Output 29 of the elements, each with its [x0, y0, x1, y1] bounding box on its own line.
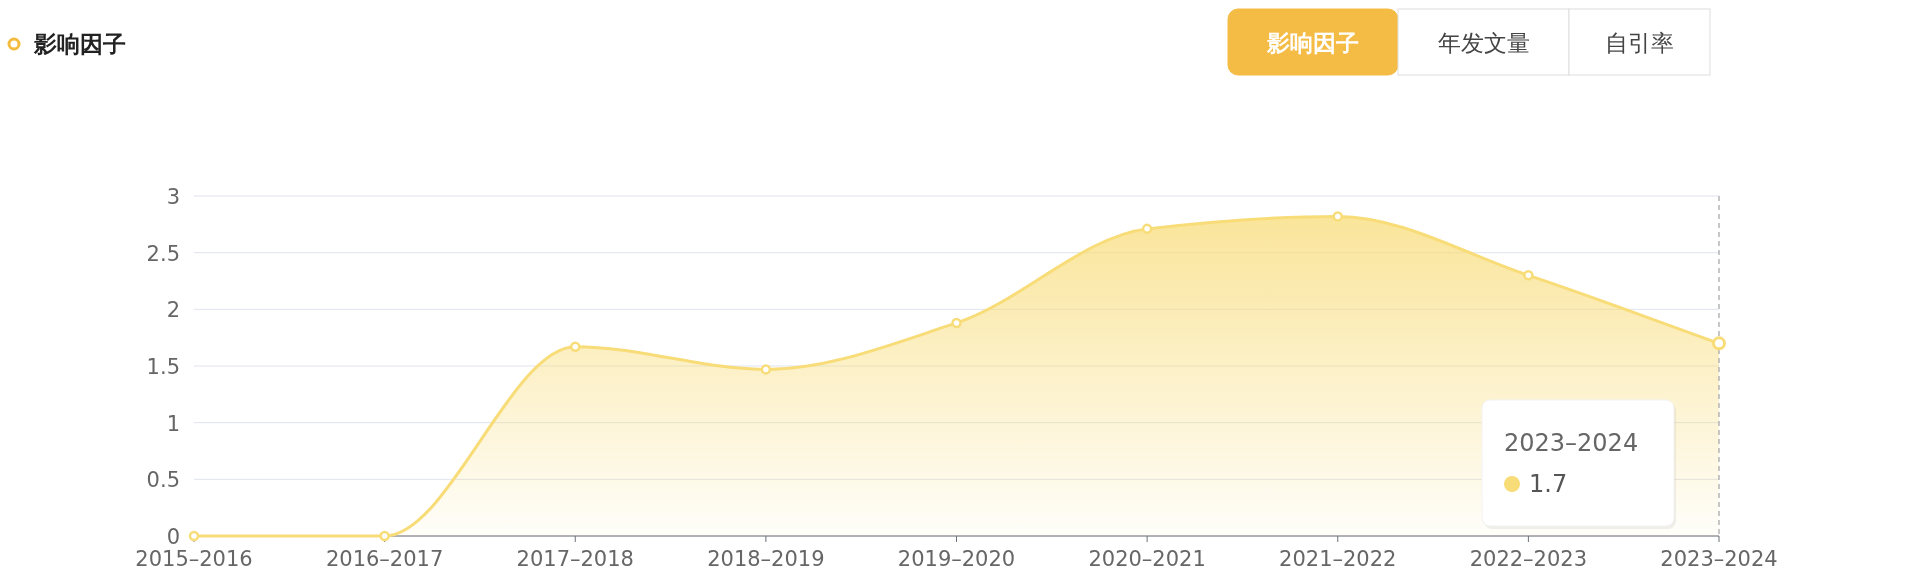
y-tick-label: 2	[166, 298, 180, 323]
text: 影响因子	[1266, 30, 1359, 56]
x-tick-label: 2015–2016	[135, 547, 253, 571]
annotation: 1.7	[1529, 470, 1568, 498]
x-tick-label: 2022–2023	[1469, 547, 1588, 571]
point	[1141, 223, 1153, 235]
point	[1332, 211, 1343, 222]
y-tick-label: 0	[166, 525, 180, 549]
x-tick-label: 2018–2019	[707, 547, 825, 571]
text: 自引率	[1605, 30, 1674, 56]
x-tick-label: 2023–2024	[1660, 547, 1778, 571]
y-tick-label: 0.5	[146, 468, 180, 493]
y-tick-label: 3	[166, 185, 180, 209]
point	[951, 317, 962, 329]
point	[1523, 270, 1534, 281]
chart-title: 影响因子	[33, 31, 126, 57]
point	[379, 530, 390, 542]
x-tick-label: 2019–2020	[897, 547, 1016, 571]
x-tick-label: 2021–2022	[1279, 547, 1397, 571]
x-tick-label: 2016–2017	[325, 547, 444, 571]
x-tick-label: 2017–2018	[516, 547, 634, 571]
point	[760, 364, 772, 375]
y-tick-label: 1.5	[146, 355, 180, 379]
y-tick-label: 2.5	[146, 241, 180, 266]
point	[570, 341, 581, 352]
y-tick-label: 1	[166, 411, 180, 436]
text: 年发文量	[1437, 30, 1530, 56]
x-tick-label: 2020–2021	[1088, 547, 1206, 571]
annotation: 2023–2024	[1504, 429, 1639, 457]
